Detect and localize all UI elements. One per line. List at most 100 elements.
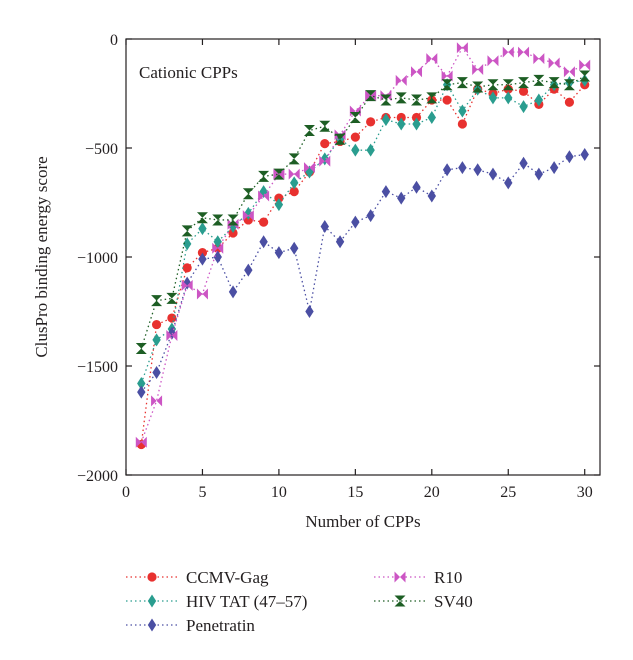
data-point xyxy=(580,148,589,162)
x-axis-label: Number of CPPs xyxy=(305,512,420,531)
data-point xyxy=(274,246,284,260)
series-2 xyxy=(137,148,589,399)
data-point xyxy=(366,117,376,127)
data-point xyxy=(366,209,375,223)
x-tick-label: 20 xyxy=(424,484,440,501)
data-point xyxy=(228,228,238,238)
series-line xyxy=(140,79,585,384)
data-point xyxy=(366,143,375,157)
data-point xyxy=(456,77,468,89)
legend-item: SV40 xyxy=(374,592,473,611)
data-point xyxy=(228,219,238,233)
data-point xyxy=(151,395,163,407)
data-point xyxy=(488,91,498,105)
data-point xyxy=(456,42,468,54)
data-point xyxy=(534,93,544,107)
legend-item: HIV TAT (47–57) xyxy=(126,592,307,611)
data-point xyxy=(303,125,315,137)
data-point xyxy=(259,235,268,249)
data-point xyxy=(380,94,392,106)
data-point xyxy=(442,163,452,177)
data-point xyxy=(288,168,300,180)
series-3 xyxy=(135,42,591,448)
legend-label: Penetratin xyxy=(186,616,255,635)
data-point xyxy=(181,225,193,237)
data-point xyxy=(288,153,300,165)
data-point xyxy=(395,92,407,104)
data-point xyxy=(244,263,253,277)
data-point xyxy=(579,59,591,71)
data-point xyxy=(381,113,391,127)
data-point xyxy=(487,55,499,67)
series-4 xyxy=(135,70,591,355)
data-point xyxy=(303,162,315,174)
x-tick-label: 5 xyxy=(198,484,206,501)
data-point xyxy=(533,53,545,65)
y-tick-label: −1500 xyxy=(77,359,118,376)
series-line xyxy=(140,46,585,443)
data-point xyxy=(242,188,254,200)
data-point xyxy=(182,263,192,273)
data-point xyxy=(137,385,146,399)
data-point xyxy=(196,288,208,300)
legend-marker xyxy=(394,595,406,607)
data-point xyxy=(411,66,423,78)
data-point xyxy=(458,104,467,118)
legend-item: Penetratin xyxy=(126,616,255,635)
data-point xyxy=(518,46,530,58)
plot-frame xyxy=(125,38,601,476)
data-point xyxy=(289,241,299,255)
data-point xyxy=(548,77,560,89)
legend-marker xyxy=(147,594,157,608)
data-point xyxy=(534,167,544,181)
data-point xyxy=(579,70,591,82)
data-point xyxy=(411,112,422,123)
data-point xyxy=(351,143,360,157)
y-axis-label: ClusPro binding energy score xyxy=(32,156,51,357)
data-point xyxy=(473,163,482,177)
data-point xyxy=(427,110,437,124)
data-point xyxy=(305,305,314,318)
data-point xyxy=(441,70,453,82)
data-point xyxy=(426,53,438,65)
data-point xyxy=(334,133,346,145)
data-point xyxy=(228,285,238,299)
data-point xyxy=(488,167,498,181)
data-point xyxy=(412,180,421,194)
data-point xyxy=(135,343,147,355)
legend-label: R10 xyxy=(434,568,462,587)
data-point xyxy=(259,217,269,227)
data-point xyxy=(350,132,360,142)
series-line xyxy=(140,84,586,445)
data-point xyxy=(166,292,178,304)
data-point xyxy=(167,313,177,323)
data-point xyxy=(458,161,467,175)
data-point xyxy=(397,191,406,205)
data-point xyxy=(472,64,484,76)
data-point xyxy=(242,210,254,222)
axis-ticks: 0 5 10 15 20 25 30 0 −500 −1000 −1500 −2000 xyxy=(77,32,600,501)
data-point xyxy=(565,150,574,164)
data-point xyxy=(426,92,438,104)
data-point xyxy=(349,111,361,123)
data-point xyxy=(395,74,407,86)
data-point xyxy=(563,79,575,91)
y-tick-label: −1000 xyxy=(77,250,118,267)
chart-annotation: Cationic CPPs xyxy=(139,63,238,82)
data-point xyxy=(518,86,529,96)
data-point xyxy=(533,74,545,86)
data-point xyxy=(258,170,270,182)
legend-label: CCMV-Gag xyxy=(186,568,269,587)
legend-item: CCMV-Gag xyxy=(126,568,269,587)
data-point xyxy=(213,250,222,264)
legend: CCMV-Gag HIV TAT (47–57) Penetratin R10 SV40 xyxy=(126,568,473,635)
y-tick-label: 0 xyxy=(110,32,118,49)
data-point xyxy=(212,242,224,254)
data-point xyxy=(549,161,559,175)
legend-item: R10 xyxy=(374,568,462,587)
data-point xyxy=(181,279,193,291)
data-point xyxy=(396,112,406,123)
legend-marker xyxy=(147,618,157,632)
data-point xyxy=(412,117,421,131)
